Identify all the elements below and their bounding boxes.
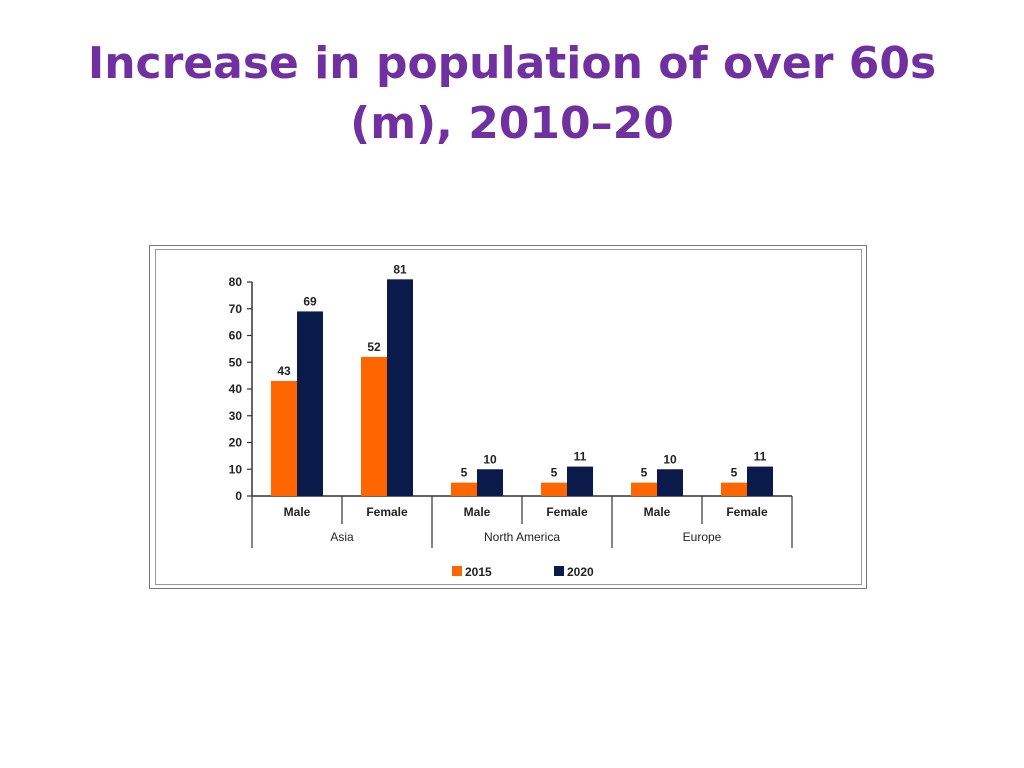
data-label-2015: 5 <box>551 466 558 480</box>
bar-2015 <box>451 482 477 496</box>
x-category-label: Male <box>644 505 671 519</box>
bar-2015 <box>541 482 567 496</box>
chart-frame <box>149 245 867 589</box>
data-label-2020: 81 <box>393 262 407 276</box>
bar-2020 <box>477 469 503 496</box>
x-group-label: Europe <box>683 530 722 544</box>
y-tick-label: 0 <box>235 489 242 503</box>
data-label-2015: 5 <box>641 466 648 480</box>
bar-2020 <box>567 466 593 496</box>
bar-2020 <box>387 279 413 496</box>
x-category-label: Female <box>726 505 768 519</box>
y-tick-label: 10 <box>229 462 243 476</box>
legend-swatch-2015 <box>452 566 462 576</box>
bar-2015 <box>721 482 747 496</box>
chart-inner-border <box>155 249 862 585</box>
data-label-2020: 11 <box>754 450 767 464</box>
y-tick-label: 50 <box>229 355 243 369</box>
legend-label-2020: 2020 <box>567 565 594 579</box>
data-label-2020: 10 <box>483 452 497 466</box>
legend-label-2015: 2015 <box>465 565 492 579</box>
y-tick-label: 70 <box>229 302 243 316</box>
data-label-2015: 5 <box>731 466 738 480</box>
x-category-label: Male <box>464 505 491 519</box>
data-label-2020: 10 <box>663 452 677 466</box>
data-label-2015: 5 <box>461 466 468 480</box>
slide-title: Increase in population of over 60s (m), … <box>62 34 962 154</box>
data-label-2020: 69 <box>303 294 317 308</box>
title-line-1: Increase in population of over 60s <box>87 38 937 89</box>
bar-2020 <box>297 311 323 496</box>
legend-swatch-2020 <box>554 566 564 576</box>
bar-2015 <box>271 380 297 496</box>
x-category-label: Female <box>366 505 408 519</box>
bar-2015 <box>631 482 657 496</box>
y-tick-label: 40 <box>229 382 243 396</box>
data-label-2020: 11 <box>574 450 587 464</box>
y-tick-label: 60 <box>229 329 243 343</box>
title-line-2: (m), 2010–20 <box>350 98 674 149</box>
x-category-label: Female <box>546 505 588 519</box>
x-category-label: Male <box>284 505 311 519</box>
y-tick-label: 80 <box>229 275 243 289</box>
y-tick-label: 20 <box>229 436 243 450</box>
bar-2020 <box>747 466 773 496</box>
x-group-label: North America <box>484 530 560 544</box>
data-label-2015: 52 <box>367 340 381 354</box>
data-label-2015: 43 <box>277 364 291 378</box>
x-group-label: Asia <box>330 530 354 544</box>
bar-2015 <box>361 356 387 496</box>
bar-2020 <box>657 469 683 496</box>
y-tick-label: 30 <box>229 409 243 423</box>
